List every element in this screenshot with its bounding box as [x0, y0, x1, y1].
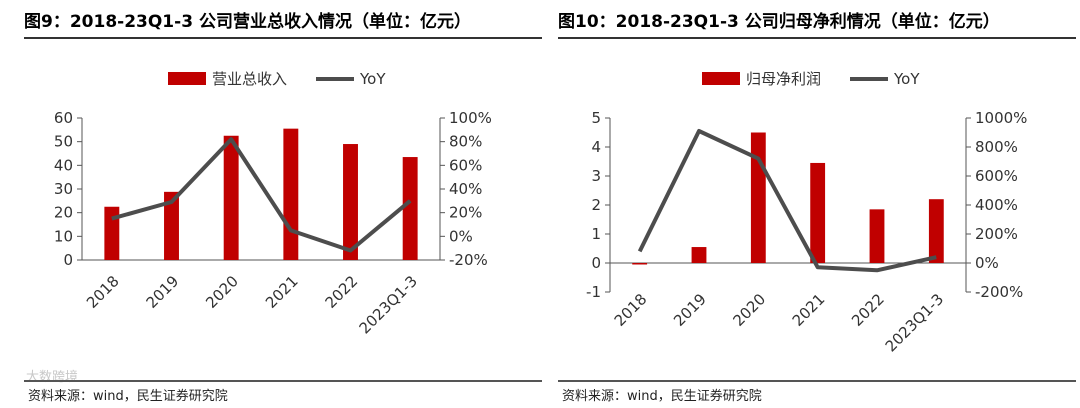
y-tick-label-left: 3	[591, 167, 601, 185]
y-tick-label-right: 0%	[975, 254, 999, 272]
legend-swatch-bar	[168, 72, 206, 85]
source-note: 资料来源：wind，民生证券研究院	[562, 389, 762, 404]
x-tick-label: 2020	[729, 290, 769, 330]
y-tick-label-left: 0	[63, 251, 73, 269]
bar	[632, 263, 648, 265]
y-tick-label-right: 0%	[449, 227, 473, 245]
y-tick-label-right: 1000%	[975, 109, 1027, 127]
bar	[164, 191, 179, 260]
y-tick-label-right: 100%	[449, 109, 492, 127]
y-tick-label-right: 60%	[449, 156, 482, 174]
legend: 营业总收入 YoY	[168, 70, 386, 88]
bar	[869, 209, 885, 263]
y-tick-label-left: 1	[591, 225, 601, 243]
y-tick-label-right: 40%	[449, 180, 482, 198]
legend-label-bar: 营业总收入	[212, 70, 287, 88]
source-divider	[24, 380, 542, 382]
y-tick-label-right: 80%	[449, 133, 482, 151]
chart-title: 图10：2018-23Q1-3 公司归母净利情况（单位：亿元）	[558, 12, 1000, 32]
bar	[343, 144, 358, 260]
bar	[223, 135, 239, 260]
x-tick-label: 2019	[670, 290, 710, 330]
x-tick-label: 2019	[143, 272, 183, 312]
y-tick-label-right: 400%	[975, 196, 1018, 214]
title-divider	[558, 37, 1076, 39]
x-tick-label: 2023Q1-3	[882, 290, 947, 355]
legend-label-line: YoY	[893, 70, 920, 88]
bar	[928, 199, 944, 263]
bar	[810, 162, 826, 263]
y-tick-label-left: 20	[54, 204, 73, 222]
y-tick-label-left: 40	[54, 156, 73, 174]
bar	[104, 206, 120, 260]
x-tick-label: 2022	[322, 272, 362, 312]
y-tick-label-left: 30	[54, 180, 73, 198]
legend: 归母净利润 YoY	[702, 70, 920, 88]
y-tick-label-left: 2	[591, 196, 601, 214]
bar	[750, 132, 766, 263]
yoy-line	[637, 129, 937, 273]
bar	[402, 157, 418, 260]
x-tick-label: 2021	[789, 290, 829, 330]
legend-swatch-bar	[702, 72, 740, 85]
y-tick-label-right: 200%	[975, 225, 1018, 243]
x-tick-label: 2018	[611, 290, 651, 330]
x-tick-label: 2023Q1-3	[356, 272, 421, 337]
y-tick-label-right: 20%	[449, 204, 482, 222]
chart-panel-net-profit: 图10：2018-23Q1-3 公司归母净利情况（单位：亿元） 归母净利润 YoY…	[558, 0, 1076, 408]
chart-title: 图9：2018-23Q1-3 公司营业总收入情况（单位：亿元）	[24, 12, 471, 32]
y-tick-label-right: 600%	[975, 167, 1018, 185]
x-tick-label: 2021	[262, 272, 302, 312]
watermark: 大数跨境	[26, 370, 79, 385]
revenue-chart: 营业总收入 YoY 0 10 20 30 40 50 60 -20% 0% 20% 40% 60% 80% 1…	[54, 70, 492, 337]
y-tick-label-right: -20%	[449, 251, 488, 269]
y-tick-label-left: 0	[591, 254, 601, 272]
bar	[283, 128, 299, 260]
y-tick-label-left: 5	[591, 109, 601, 127]
title-divider	[24, 37, 542, 39]
y-tick-label-left: -1	[586, 283, 601, 301]
y-tick-label-right: 800%	[975, 138, 1018, 156]
source-divider	[558, 380, 1076, 382]
bar	[691, 247, 707, 263]
yoy-line	[111, 137, 412, 253]
y-tick-label-left: 10	[54, 227, 73, 245]
source-note: 资料来源：wind，民生证券研究院	[28, 389, 228, 404]
y-tick-label-left: 50	[54, 133, 73, 151]
x-tick-label: 2018	[83, 272, 123, 312]
y-tick-label-left: 4	[591, 138, 601, 156]
x-tick-label: 2022	[848, 290, 888, 330]
net-profit-chart: 归母净利润 YoY -1 0 1 2 3 4 5 -200% 0% 200% 400% 600% 800% 1…	[586, 70, 1027, 355]
x-tick-label: 2020	[202, 272, 242, 312]
y-tick-label-right: -200%	[975, 283, 1023, 301]
chart-panel-revenue: 图9：2018-23Q1-3 公司营业总收入情况（单位：亿元） 营业总收入 YoY…	[24, 0, 542, 408]
legend-label-bar: 归母净利润	[746, 70, 821, 88]
y-tick-label-left: 60	[54, 109, 73, 127]
legend-label-line: YoY	[359, 70, 386, 88]
